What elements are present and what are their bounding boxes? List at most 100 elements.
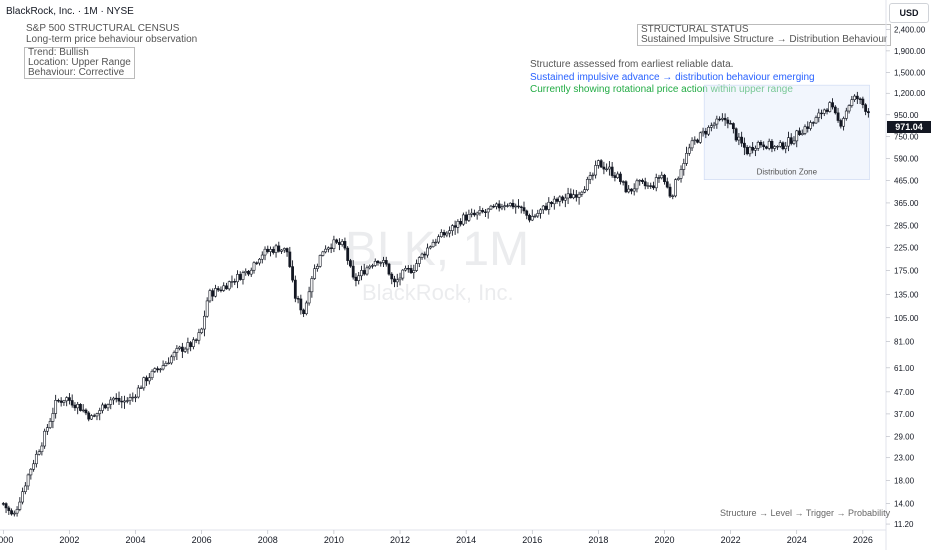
candle	[610, 162, 614, 178]
candle	[384, 256, 388, 267]
candle	[464, 211, 468, 224]
candle	[103, 403, 107, 410]
candle	[145, 375, 148, 386]
candle	[282, 247, 286, 253]
candle	[842, 116, 845, 131]
candle	[544, 202, 548, 211]
candle	[740, 131, 744, 147]
candle	[787, 131, 790, 152]
candle	[274, 243, 278, 258]
candle	[671, 194, 675, 200]
candle	[822, 108, 826, 117]
candle	[332, 235, 336, 253]
last-price-badge: 971.04	[887, 121, 931, 133]
candle	[828, 101, 832, 113]
candle	[632, 183, 636, 196]
symbol-header[interactable]: BlackRock, Inc. · 1M · NYSE	[6, 6, 134, 17]
candle	[417, 256, 421, 268]
x-tick-label: 2004	[126, 535, 146, 545]
candle	[478, 206, 482, 216]
candle	[269, 246, 272, 257]
candle	[776, 145, 779, 150]
candle	[415, 259, 418, 272]
candle	[448, 226, 452, 238]
candle	[547, 197, 551, 215]
candle	[800, 129, 804, 136]
candle	[594, 160, 598, 179]
candle	[541, 204, 545, 214]
candle	[861, 96, 865, 109]
candle	[847, 104, 851, 114]
candle	[335, 238, 339, 245]
candle	[351, 260, 355, 280]
candle	[167, 357, 171, 365]
candle	[456, 219, 460, 234]
candle	[814, 115, 818, 124]
candle	[48, 417, 52, 430]
candle	[577, 191, 581, 205]
candle	[222, 282, 226, 292]
candle	[26, 473, 30, 490]
y-tick-label: 37.00	[894, 410, 915, 419]
candle	[646, 182, 650, 190]
candle	[21, 487, 24, 505]
candle	[583, 186, 587, 194]
candle	[125, 397, 129, 404]
candle	[831, 98, 834, 110]
x-tick-label: 2014	[456, 535, 476, 545]
candle	[643, 177, 647, 190]
x-tick-label: 2024	[787, 535, 807, 545]
candle	[555, 197, 559, 204]
candle	[654, 173, 658, 192]
y-tick-label: 365.00	[894, 199, 919, 208]
candle	[596, 159, 600, 169]
candle	[158, 367, 162, 373]
candle	[18, 497, 22, 512]
candle	[95, 412, 99, 421]
candle	[481, 207, 485, 214]
candle	[649, 182, 653, 189]
candle	[855, 91, 859, 104]
y-tick-label: 1,500.00	[894, 69, 926, 78]
candle	[4, 502, 8, 514]
candle	[599, 159, 603, 169]
candle	[362, 263, 366, 276]
candle	[530, 209, 534, 222]
candle	[92, 413, 96, 418]
candle	[219, 286, 223, 293]
y-tick-label: 11.20	[894, 520, 914, 529]
candle	[79, 403, 82, 412]
x-tick-label: 2002	[59, 535, 79, 545]
candle	[621, 180, 625, 186]
candle	[588, 171, 592, 185]
candle	[45, 424, 49, 435]
structural-status-box: STRUCTURAL STATUS Sustained Impulsive St…	[637, 24, 892, 46]
candle	[693, 136, 697, 145]
candle	[737, 133, 741, 146]
candle	[461, 212, 465, 226]
candle	[745, 145, 749, 156]
status-text: Sustained Impulsive Structure → Distribu…	[641, 34, 888, 45]
candle	[572, 189, 575, 200]
candle	[244, 268, 248, 276]
candle	[373, 258, 377, 267]
candle	[459, 218, 463, 227]
candle	[428, 245, 432, 250]
methodology-note: Structure → Level → Trigger → Probabilit…	[720, 508, 891, 518]
candle	[255, 261, 259, 265]
candle	[778, 140, 782, 148]
candle	[271, 246, 275, 255]
candle	[833, 105, 837, 115]
candle	[426, 243, 429, 258]
candle	[214, 284, 217, 298]
candle	[718, 116, 721, 122]
status-title: STRUCTURAL STATUS	[641, 24, 749, 35]
currency-button[interactable]: USD	[889, 3, 929, 23]
candle	[528, 213, 531, 223]
candle	[29, 468, 33, 480]
candle	[357, 271, 361, 285]
candle	[712, 121, 716, 129]
census-title: S&P 500 STRUCTURAL CENSUS	[26, 23, 180, 34]
structure-notes: Structure assessed from earliest reliabl…	[530, 59, 815, 97]
